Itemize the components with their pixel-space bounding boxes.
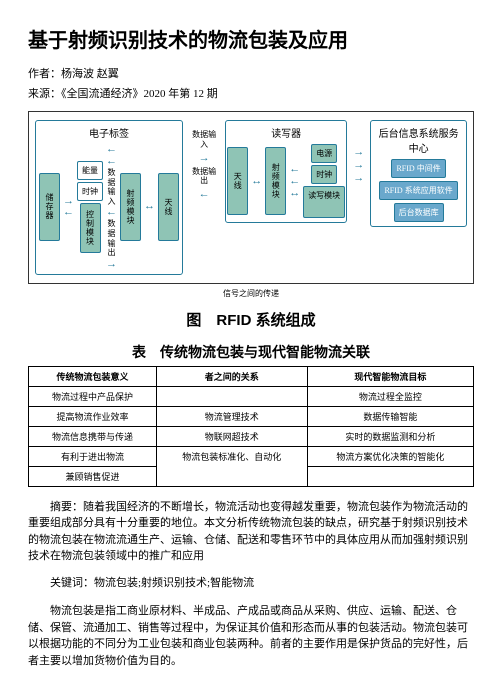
tag-label: 电子标签	[89, 125, 129, 140]
abstract-paragraph: 摘要：随着我国经济的不断增长，物流活动也变得越发重要，物流包装作为物流活动的重要…	[28, 499, 474, 565]
figure-caption: 图 RFID 系统组成	[28, 309, 474, 330]
arrow-icon: ←	[289, 176, 300, 187]
table-cell: 物流管理技术 物联网超技术 物流包装标准化、自动化	[156, 386, 307, 486]
backend-arrows: → → →	[353, 120, 364, 210]
keywords-label: 关键词：	[50, 577, 94, 589]
tag-box: 电子标签 储存器 → ← 能量 时钟 控制模块 ← ← 数据输入 ← 数据输出 …	[35, 120, 183, 275]
table-cell: 提高物流作业效率	[29, 406, 157, 426]
table-cell	[307, 466, 473, 486]
arrow-icon: ←	[199, 189, 210, 200]
arrow-icon: ←	[106, 207, 117, 218]
reader-box: 读写器 天线 ↔ 射频模块 ← ← ↔ 电源 时钟 读写模块	[225, 120, 347, 223]
power-node: 电源	[311, 144, 337, 163]
storage-node: 储存器	[39, 173, 60, 241]
keywords-text: 物流包装;射频识别技术;智能物流	[94, 577, 254, 589]
app-node: RFID 系统应用软件	[379, 181, 457, 200]
arrow-icon: →	[199, 153, 210, 164]
antenna-node: 天线	[158, 173, 179, 241]
antenna2-node: 天线	[227, 147, 248, 215]
data-out-label: 数据输出	[106, 219, 117, 257]
table-row: 物流过程中产品保护 物流管理技术 物联网超技术 物流包装标准化、自动化 物流过程…	[29, 386, 474, 406]
clock-node: 时钟	[77, 182, 103, 201]
table-caption: 表 传统物流包装与现代智能物流关联	[28, 342, 474, 362]
rw-node: 读写模块	[303, 186, 345, 218]
arrow-icon: →	[106, 259, 117, 270]
db-node: 后台数据库	[394, 203, 444, 222]
table-cell: 数据传输智能	[307, 406, 473, 426]
arrow-icon: ↔	[144, 201, 155, 212]
author-line: 作者：杨海波 赵翼	[28, 65, 474, 81]
table-cell: 物流过程全监控	[307, 386, 473, 406]
table-header: 现代智能物流目标	[307, 366, 473, 386]
comparison-table: 传统物流包装意义 者之间的关系 现代智能物流目标 物流过程中产品保护 物流管理技…	[28, 366, 474, 487]
arrow-icon: ←	[63, 207, 74, 218]
middleware-node: RFID 中间件	[391, 159, 445, 178]
abstract-label: 摘要：	[50, 501, 83, 513]
arrow-icon: ↔	[251, 176, 262, 187]
keywords-line: 关键词：物流包装;射频识别技术;智能物流	[28, 575, 474, 592]
arrow-icon: ↔	[289, 188, 300, 199]
table-cell: 兼顾销售促进	[29, 466, 157, 486]
rf2-node: 射频模块	[265, 147, 286, 215]
table-header: 传统物流包装意义	[29, 366, 157, 386]
table-cell: 物流过程中产品保护	[29, 386, 157, 406]
data-in-label: 数据输入	[106, 168, 117, 206]
arrow-icon: →	[353, 160, 364, 171]
signal-arrows: 数据输入 → 数据输出 ←	[189, 120, 219, 210]
arrow-icon: →	[353, 147, 364, 158]
energy-node: 能量	[77, 161, 103, 180]
clock2-node: 时钟	[311, 165, 337, 184]
body-paragraph: 物流包装是指工商业原材料、半成品、产成品或商品从采购、供应、运输、配送、仓储、保…	[28, 603, 474, 669]
arrow-icon: →	[353, 173, 364, 184]
reader-label: 读写器	[271, 125, 301, 140]
table-cell: 物流信息携带与传递	[29, 426, 157, 446]
table-cell: 物流方案优化决策的智能化	[307, 446, 473, 466]
table-header: 者之间的关系	[156, 366, 307, 386]
arrow-icon: ←	[289, 164, 300, 175]
data-out-label: 数据输出	[189, 167, 219, 186]
source-line: 来源：《全国流通经济》2020 年第 12 期	[28, 85, 474, 101]
data-in-label: 数据输入	[189, 130, 219, 149]
signal-caption: 信号之间的传递	[28, 288, 474, 299]
rfid-diagram: 电子标签 储存器 → ← 能量 时钟 控制模块 ← ← 数据输入 ← 数据输出 …	[28, 111, 474, 284]
backend-label: 后台信息系统服务中心	[375, 125, 462, 155]
backend-box: 后台信息系统服务中心 RFID 中间件 RFID 系统应用软件 后台数据库	[370, 120, 467, 227]
paper-title: 基于射频识别技术的物流包装及应用	[28, 24, 474, 53]
arrow-icon: ←	[106, 156, 117, 167]
table-header-row: 传统物流包装意义 者之间的关系 现代智能物流目标	[29, 366, 474, 386]
rf-node: 射频模块	[120, 173, 141, 241]
ctrl-node: 控制模块	[80, 203, 101, 253]
arrow-icon: ←	[106, 144, 117, 155]
table-cell: 实时的数据监测和分析	[307, 426, 473, 446]
table-cell: 有利于进出物流	[29, 446, 157, 466]
abstract-text: 随着我国经济的不断增长，物流活动也变得越发重要，物流包装作为物流活动的重要组成部…	[28, 501, 468, 563]
